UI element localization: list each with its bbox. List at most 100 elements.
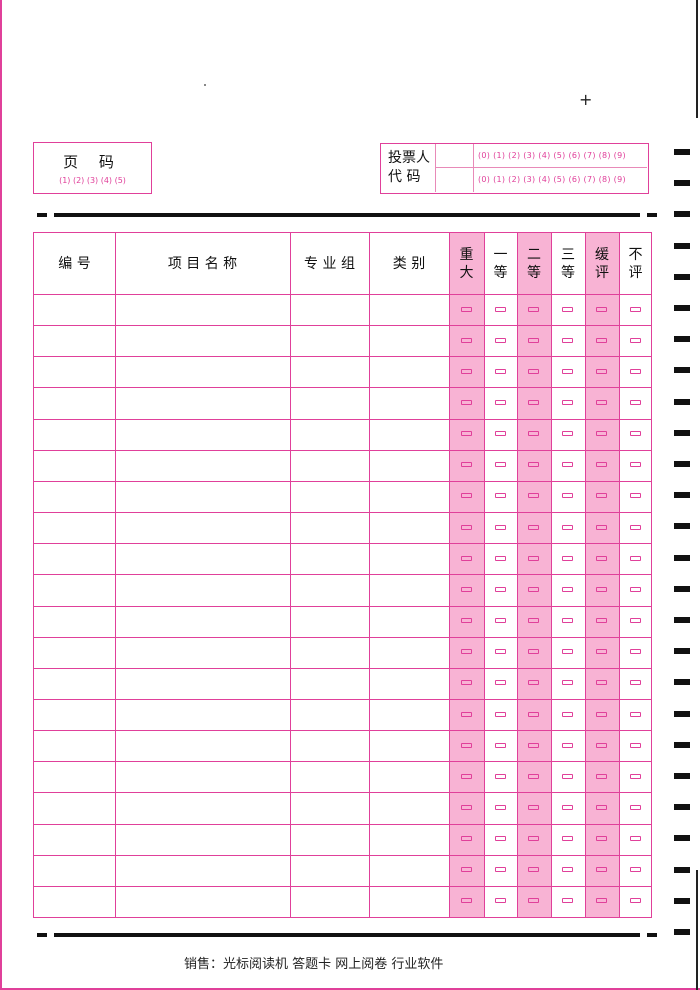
rating-bubble[interactable]	[460, 400, 472, 406]
rating-bubble[interactable]	[528, 680, 539, 686]
rating-bubble[interactable]	[562, 836, 573, 842]
rating-bubble[interactable]	[460, 773, 472, 779]
rating-bubble[interactable]	[494, 431, 506, 437]
rating-bubble[interactable]	[596, 680, 607, 686]
rating-bubble[interactable]	[562, 804, 573, 810]
rating-bubble[interactable]	[528, 742, 539, 748]
rating-bubble[interactable]	[528, 711, 539, 717]
rating-bubble[interactable]	[629, 555, 641, 561]
rating-bubble[interactable]	[460, 524, 472, 530]
rating-bubble[interactable]	[460, 462, 472, 468]
rating-bubble[interactable]	[528, 898, 539, 904]
rating-bubble[interactable]	[629, 867, 641, 873]
rating-bubble[interactable]	[494, 462, 506, 468]
rating-bubble[interactable]	[528, 524, 539, 530]
rating-bubble[interactable]	[562, 649, 573, 655]
rating-bubble[interactable]	[528, 337, 539, 343]
rating-bubble[interactable]	[629, 337, 641, 343]
rating-bubble[interactable]	[494, 804, 506, 810]
rating-bubble[interactable]	[460, 742, 472, 748]
rating-bubble[interactable]	[494, 368, 506, 374]
rating-bubble[interactable]	[629, 524, 641, 530]
rating-bubble[interactable]	[528, 400, 539, 406]
rating-bubble[interactable]	[494, 493, 506, 499]
rating-bubble[interactable]	[596, 368, 607, 374]
rating-bubble[interactable]	[562, 462, 573, 468]
rating-bubble[interactable]	[562, 773, 573, 779]
rating-bubble[interactable]	[629, 493, 641, 499]
rating-bubble[interactable]	[596, 524, 607, 530]
rating-bubble[interactable]	[596, 555, 607, 561]
rating-bubble[interactable]	[629, 462, 641, 468]
rating-bubble[interactable]	[596, 586, 607, 592]
rating-bubble[interactable]	[562, 586, 573, 592]
rating-bubble[interactable]	[629, 649, 641, 655]
rating-bubble[interactable]	[460, 836, 472, 842]
rating-bubble[interactable]	[629, 680, 641, 686]
rating-bubble[interactable]	[528, 649, 539, 655]
voter-digit-options[interactable]: (0) (1) (2) (3) (4) (5) (6) (7) (8) (9)	[478, 151, 626, 160]
rating-bubble[interactable]	[596, 773, 607, 779]
rating-bubble[interactable]	[629, 618, 641, 624]
rating-bubble[interactable]	[629, 742, 641, 748]
rating-bubble[interactable]	[562, 400, 573, 406]
rating-bubble[interactable]	[596, 867, 607, 873]
rating-bubble[interactable]	[528, 804, 539, 810]
rating-bubble[interactable]	[629, 306, 641, 312]
rating-bubble[interactable]	[596, 618, 607, 624]
voter-code-write-cell[interactable]	[436, 144, 474, 192]
rating-bubble[interactable]	[629, 804, 641, 810]
rating-bubble[interactable]	[562, 867, 573, 873]
rating-bubble[interactable]	[562, 898, 573, 904]
rating-bubble[interactable]	[596, 711, 607, 717]
rating-bubble[interactable]	[562, 555, 573, 561]
rating-bubble[interactable]	[460, 431, 472, 437]
rating-bubble[interactable]	[494, 711, 506, 717]
rating-bubble[interactable]	[562, 711, 573, 717]
rating-bubble[interactable]	[494, 867, 506, 873]
rating-bubble[interactable]	[494, 898, 506, 904]
rating-bubble[interactable]	[460, 555, 472, 561]
rating-bubble[interactable]	[562, 306, 573, 312]
rating-bubble[interactable]	[494, 586, 506, 592]
rating-bubble[interactable]	[629, 368, 641, 374]
rating-bubble[interactable]	[494, 618, 506, 624]
rating-bubble[interactable]	[460, 368, 472, 374]
rating-bubble[interactable]	[596, 462, 607, 468]
rating-bubble[interactable]	[528, 462, 539, 468]
rating-bubble[interactable]	[494, 836, 506, 842]
rating-bubble[interactable]	[596, 493, 607, 499]
rating-bubble[interactable]	[562, 337, 573, 343]
rating-bubble[interactable]	[460, 306, 472, 312]
rating-bubble[interactable]	[528, 306, 539, 312]
rating-bubble[interactable]	[596, 306, 607, 312]
rating-bubble[interactable]	[528, 586, 539, 592]
rating-bubble[interactable]	[562, 431, 573, 437]
rating-bubble[interactable]	[562, 618, 573, 624]
rating-bubble[interactable]	[460, 649, 472, 655]
rating-bubble[interactable]	[629, 586, 641, 592]
rating-bubble[interactable]	[629, 898, 641, 904]
rating-bubble[interactable]	[562, 680, 573, 686]
rating-bubble[interactable]	[460, 680, 472, 686]
rating-bubble[interactable]	[629, 773, 641, 779]
rating-bubble[interactable]	[596, 400, 607, 406]
rating-bubble[interactable]	[528, 867, 539, 873]
rating-bubble[interactable]	[494, 680, 506, 686]
rating-bubble[interactable]	[596, 337, 607, 343]
voter-digit-options[interactable]: (0) (1) (2) (3) (4) (5) (6) (7) (8) (9)	[478, 175, 626, 184]
rating-bubble[interactable]	[596, 836, 607, 842]
rating-bubble[interactable]	[494, 555, 506, 561]
rating-bubble[interactable]	[596, 898, 607, 904]
rating-bubble[interactable]	[494, 773, 506, 779]
rating-bubble[interactable]	[596, 649, 607, 655]
rating-bubble[interactable]	[596, 431, 607, 437]
rating-bubble[interactable]	[629, 431, 641, 437]
rating-bubble[interactable]	[460, 493, 472, 499]
rating-bubble[interactable]	[528, 836, 539, 842]
rating-bubble[interactable]	[460, 586, 472, 592]
rating-bubble[interactable]	[562, 742, 573, 748]
rating-bubble[interactable]	[562, 524, 573, 530]
rating-bubble[interactable]	[629, 400, 641, 406]
page-code-options[interactable]: (1) (2) (3) (4) (5)	[59, 176, 126, 185]
